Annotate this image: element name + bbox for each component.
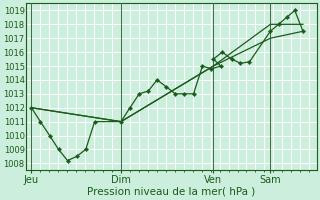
X-axis label: Pression niveau de la mer( hPa ): Pression niveau de la mer( hPa ) [87,187,255,197]
